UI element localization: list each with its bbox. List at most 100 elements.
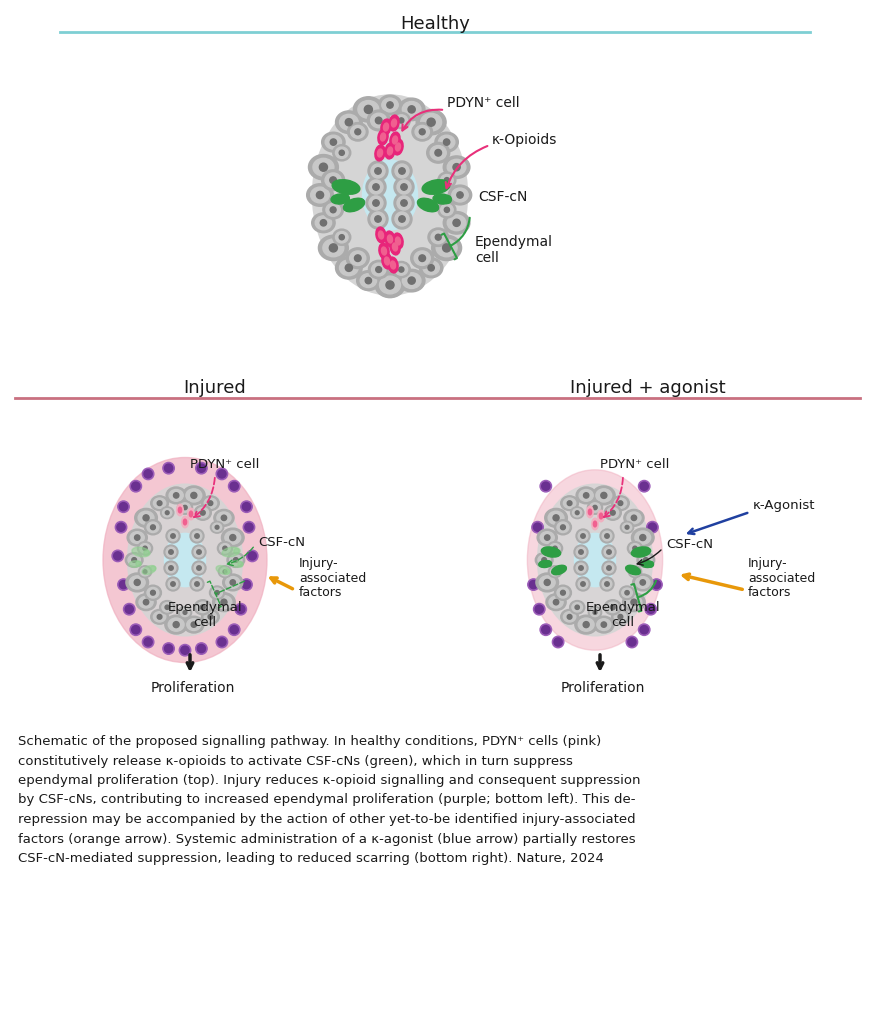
Circle shape [242, 503, 250, 511]
Ellipse shape [313, 158, 334, 176]
Circle shape [434, 149, 441, 156]
Ellipse shape [143, 468, 154, 480]
Ellipse shape [540, 531, 554, 544]
Circle shape [442, 244, 450, 252]
Ellipse shape [415, 125, 429, 138]
Ellipse shape [433, 194, 450, 204]
Ellipse shape [392, 261, 410, 277]
Text: CSF-cN: CSF-cN [477, 190, 527, 204]
Circle shape [233, 558, 238, 563]
Ellipse shape [437, 172, 455, 188]
Ellipse shape [144, 585, 162, 600]
Ellipse shape [212, 592, 235, 612]
Ellipse shape [222, 548, 240, 557]
Circle shape [114, 552, 122, 560]
Circle shape [208, 501, 213, 506]
Ellipse shape [216, 636, 228, 648]
Ellipse shape [579, 490, 593, 501]
Circle shape [200, 510, 205, 515]
Circle shape [652, 580, 660, 588]
Ellipse shape [341, 194, 349, 202]
Ellipse shape [225, 576, 240, 588]
Ellipse shape [634, 569, 640, 574]
Ellipse shape [318, 236, 348, 260]
Ellipse shape [375, 272, 404, 298]
Ellipse shape [381, 247, 386, 255]
Ellipse shape [180, 503, 190, 512]
Ellipse shape [630, 568, 639, 576]
Ellipse shape [164, 615, 188, 634]
Ellipse shape [632, 574, 652, 591]
Ellipse shape [547, 511, 563, 524]
Ellipse shape [378, 96, 401, 115]
Circle shape [386, 281, 394, 289]
Circle shape [640, 483, 647, 491]
Ellipse shape [140, 544, 150, 553]
Circle shape [408, 277, 415, 284]
Ellipse shape [550, 568, 559, 576]
Ellipse shape [390, 261, 395, 269]
Ellipse shape [604, 505, 620, 520]
Ellipse shape [350, 185, 358, 192]
Ellipse shape [548, 596, 562, 608]
Ellipse shape [417, 198, 438, 211]
Ellipse shape [229, 555, 242, 565]
Ellipse shape [220, 544, 230, 553]
Ellipse shape [322, 239, 343, 257]
Circle shape [375, 117, 381, 124]
Ellipse shape [447, 215, 466, 231]
Ellipse shape [556, 587, 568, 598]
Ellipse shape [395, 115, 408, 126]
Ellipse shape [216, 595, 232, 609]
Ellipse shape [384, 143, 395, 158]
Ellipse shape [534, 553, 553, 567]
Circle shape [144, 638, 152, 646]
Ellipse shape [574, 561, 587, 575]
Circle shape [143, 547, 147, 551]
Ellipse shape [392, 209, 412, 229]
Text: Injured + agonist: Injured + agonist [569, 379, 725, 397]
Ellipse shape [210, 521, 223, 533]
Ellipse shape [396, 180, 410, 194]
Ellipse shape [410, 248, 434, 268]
Circle shape [131, 483, 140, 491]
Ellipse shape [168, 531, 177, 541]
Text: PDYN⁺ cell: PDYN⁺ cell [189, 458, 259, 471]
Ellipse shape [196, 643, 207, 654]
Ellipse shape [343, 198, 364, 211]
Ellipse shape [396, 196, 410, 210]
Ellipse shape [597, 510, 604, 522]
Ellipse shape [222, 528, 244, 547]
Ellipse shape [182, 516, 188, 527]
Ellipse shape [322, 170, 344, 191]
Ellipse shape [563, 612, 575, 622]
Ellipse shape [627, 566, 640, 577]
Circle shape [640, 580, 645, 585]
Ellipse shape [603, 548, 614, 557]
Ellipse shape [395, 143, 400, 151]
Ellipse shape [212, 523, 222, 531]
Circle shape [217, 638, 226, 646]
Ellipse shape [627, 512, 640, 523]
Ellipse shape [103, 457, 267, 662]
Ellipse shape [587, 501, 602, 514]
Ellipse shape [422, 261, 439, 274]
Ellipse shape [556, 522, 568, 532]
Circle shape [131, 626, 140, 634]
Ellipse shape [383, 123, 388, 131]
Ellipse shape [164, 533, 205, 586]
Ellipse shape [586, 506, 593, 518]
Ellipse shape [150, 610, 169, 624]
Ellipse shape [362, 160, 417, 230]
Ellipse shape [366, 177, 386, 197]
Ellipse shape [377, 129, 388, 145]
Ellipse shape [393, 139, 402, 154]
Circle shape [444, 178, 449, 183]
Circle shape [580, 533, 585, 538]
Ellipse shape [315, 215, 331, 230]
Ellipse shape [533, 604, 544, 615]
Circle shape [428, 264, 434, 271]
Ellipse shape [220, 568, 229, 576]
Ellipse shape [388, 115, 399, 131]
Circle shape [553, 570, 556, 574]
